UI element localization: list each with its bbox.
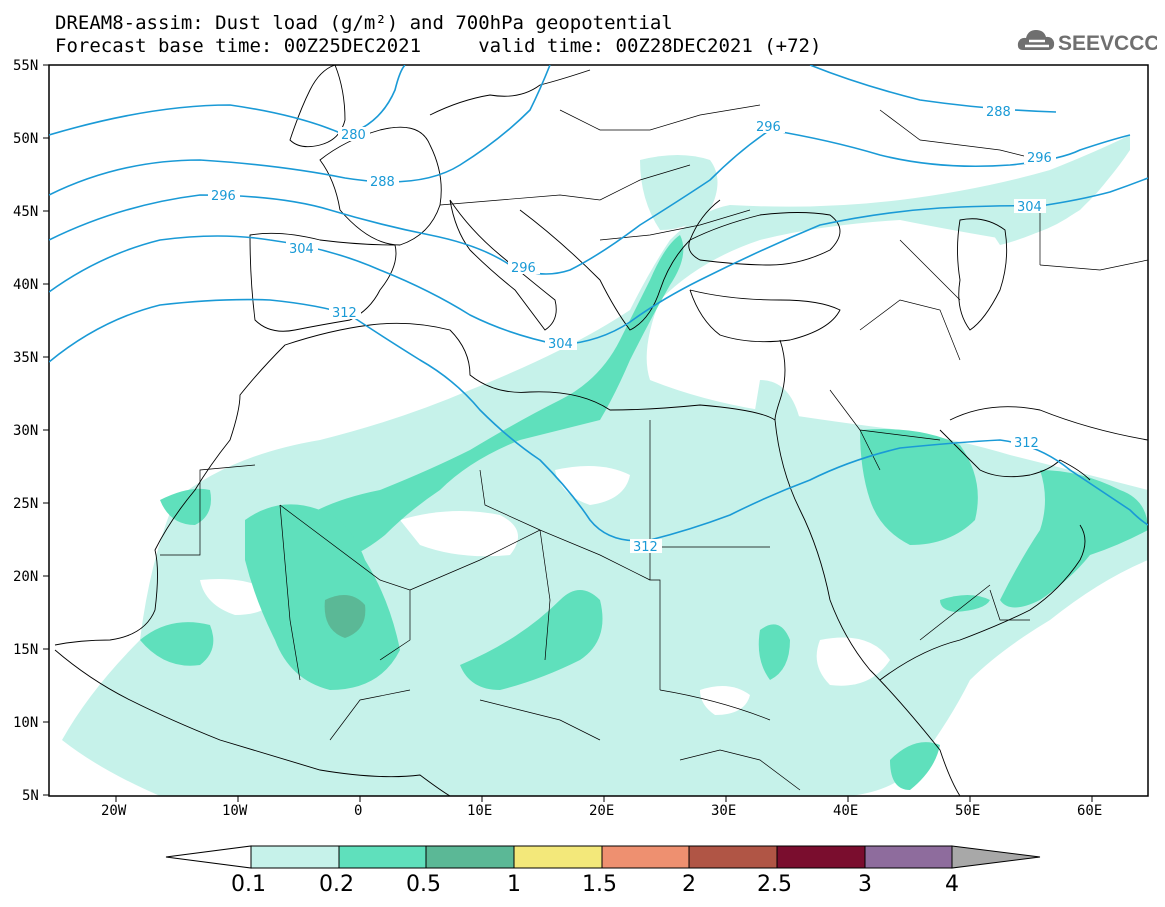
dust-light-sahara: [62, 135, 1148, 796]
dust-medium-west: [160, 488, 211, 525]
dust-light-caspian: [990, 135, 1130, 245]
coast-black-sea: [688, 212, 841, 266]
contour-label-304-east: 304: [1017, 200, 1042, 215]
dust-medium-somalia: [890, 742, 940, 790]
dust-medium-oman: [1000, 470, 1148, 608]
dust-clear-4: [816, 637, 890, 686]
coast-balkans: [519, 199, 721, 331]
lat-label-20n: 20N: [13, 569, 38, 585]
contour-labels: 280 288 296 304 312 296 304 312 288 296 …: [208, 104, 1056, 555]
lon-label-20w: 20W: [101, 803, 127, 819]
dust-medium-sudan: [758, 624, 790, 680]
lon-label-0: 0: [354, 803, 362, 819]
coast-france: [319, 126, 442, 246]
lat-label-5n: 5N: [22, 788, 39, 804]
contour-296-west: [49, 129, 1131, 275]
contour-label-296-north: 296: [756, 120, 781, 135]
latitude-ticks: [43, 64, 49, 796]
lon-label-10e: 10E: [467, 803, 492, 819]
lat-label-50n: 50N: [13, 131, 38, 147]
lat-label-40n: 40N: [13, 277, 38, 293]
coast-uk: [289, 65, 346, 148]
coastlines: [54, 65, 1148, 796]
contour-label-312-west: 312: [332, 306, 357, 321]
dust-light-balkan: [640, 155, 718, 230]
contour-280: [49, 65, 406, 136]
lon-label-30e: 30E: [711, 803, 736, 819]
coast-africa-west: [54, 322, 776, 646]
lat-label-45n: 45N: [13, 204, 38, 220]
contour-label-288-east: 288: [986, 105, 1011, 120]
coast-caspian: [957, 218, 1008, 331]
coast-red-sea: [774, 419, 961, 796]
longitude-ticks: [115, 796, 1093, 802]
coast-iran: [949, 406, 1148, 441]
forecast-time-line: Forecast base time: 00Z25DEC2021 valid t…: [55, 35, 822, 57]
coast-arabia-south: [879, 524, 1086, 681]
dust-light-red-sea: [720, 380, 800, 720]
contour-label-296-west: 296: [211, 189, 236, 204]
lat-label-25n: 25N: [13, 496, 38, 512]
logo-text: SEEVCCC: [1058, 32, 1157, 55]
lat-label-30n: 30N: [13, 423, 38, 439]
coast-italy: [449, 199, 557, 331]
lon-label-40e: 40E: [833, 803, 858, 819]
dust-clear-3: [555, 466, 630, 505]
lon-label-10w: 10W: [222, 803, 248, 819]
coast-guinea: [54, 649, 451, 796]
dust-clear-1: [400, 511, 518, 557]
coast-turkey: [689, 289, 841, 343]
contour-288-west: [49, 65, 551, 196]
dust-heavy-mali: [324, 595, 366, 638]
dust-medium-chad: [460, 590, 603, 690]
coast-baltic: [429, 69, 591, 116]
contour-label-304-center: 304: [548, 337, 573, 352]
cloud-icon: [1017, 30, 1055, 50]
lat-label-35n: 35N: [13, 350, 38, 366]
lon-label-60e: 60E: [1077, 803, 1102, 819]
coast-iberia: [249, 232, 397, 332]
contour-label-312-center: 312: [633, 540, 658, 555]
contour-label-304-west: 304: [289, 242, 314, 257]
dust-medium-arabia: [860, 429, 978, 545]
dust-clear-5: [700, 686, 750, 715]
contour-label-288-west: 288: [370, 175, 395, 190]
lon-label-20e: 20E: [589, 803, 614, 819]
coast-persian-gulf: [939, 429, 1091, 481]
lat-label-55n: 55N: [13, 58, 38, 74]
dust-medium-senegal: [140, 622, 214, 666]
contour-label-312-east: 312: [1014, 436, 1039, 451]
lat-label-15n: 15N: [13, 642, 38, 658]
coast-levant: [774, 339, 786, 421]
lon-label-50e: 50E: [955, 803, 980, 819]
longitude-labels: 20W 10W 0 10E 20E 30E 40E 50E 60E: [101, 803, 1102, 819]
contour-label-280: 280: [341, 128, 366, 143]
lat-label-10n: 10N: [13, 715, 38, 731]
contour-label-296-east: 296: [1027, 151, 1052, 166]
map-title: DREAM8-assim: Dust load (g/m²) and 700hP…: [55, 12, 673, 34]
country-borders: [160, 104, 1148, 791]
dust-load-field: [62, 135, 1148, 796]
contour-288-east: [809, 65, 1057, 113]
latitude-labels: 55N 50N 45N 40N 35N 30N 25N 20N 15N 10N …: [13, 58, 39, 804]
seevccc-logo: SEEVCCC: [1017, 30, 1157, 55]
dust-medium-yemen: [940, 595, 990, 612]
contour-label-296-center: 296: [511, 261, 536, 276]
